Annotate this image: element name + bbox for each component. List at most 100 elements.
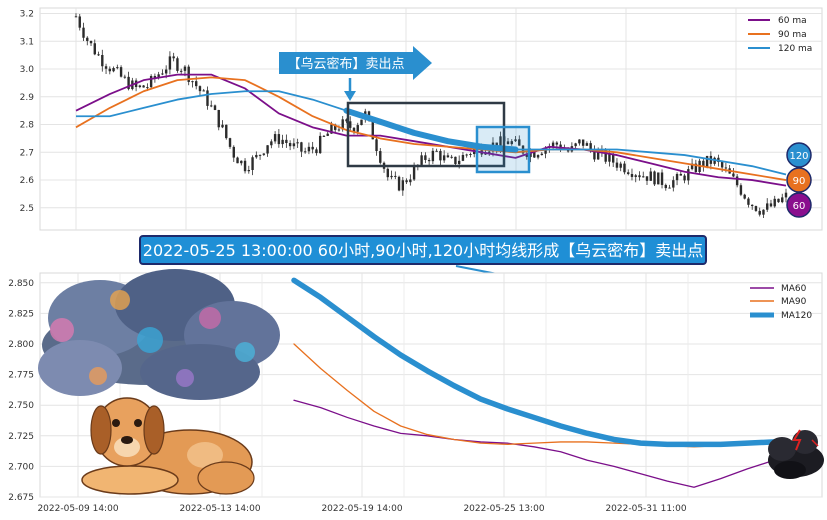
candle-body — [78, 16, 81, 28]
callout-label: 【乌云密布】卖出点 — [287, 56, 404, 72]
candle-body — [240, 160, 243, 164]
top-y-tick-label: 2.8 — [20, 121, 35, 131]
banner: 2022-05-25 13:00:00 60小时,90小时,120小时均线形成【… — [139, 235, 707, 284]
candle-body — [611, 154, 615, 163]
candle-body — [394, 175, 397, 177]
candle-body — [164, 69, 168, 74]
candle-body — [176, 58, 179, 71]
candle-body — [769, 203, 773, 207]
callout-pointer-head — [344, 91, 356, 101]
candle-body — [435, 150, 438, 152]
candle-body — [766, 203, 769, 210]
candle-body — [488, 151, 491, 154]
candle-body — [653, 171, 656, 185]
candle-body — [322, 135, 326, 137]
top-plot-frame — [39, 7, 823, 231]
candle-body — [461, 154, 465, 161]
candle-body — [506, 141, 510, 145]
ma120-signal-segment — [343, 107, 519, 153]
candle-body — [574, 143, 577, 147]
candle-body — [108, 68, 112, 72]
candle-body — [518, 139, 521, 146]
candle-body — [687, 169, 690, 181]
candle-body — [277, 134, 281, 145]
candle-body — [630, 174, 634, 177]
candle-body — [210, 105, 213, 107]
candle-body — [439, 150, 442, 161]
bottom-series-line-2 — [291, 277, 777, 448]
candle-body — [593, 149, 596, 160]
candle-body — [296, 142, 299, 144]
badge-60 — [786, 192, 812, 218]
candle-body — [638, 175, 641, 178]
top-y-tick-label: 2.5 — [20, 204, 34, 214]
bottom-x-axis: 2022-05-09 14:00 2022-05-13 14:00 2022-05-… — [37, 504, 686, 514]
candle-body — [679, 173, 683, 176]
candle-body — [247, 170, 251, 172]
candle-body — [191, 81, 194, 83]
candle-body — [608, 154, 611, 162]
candle-body — [743, 194, 746, 199]
candle-body — [424, 155, 427, 160]
candle-body — [720, 162, 724, 168]
top-gridlines — [40, 8, 822, 230]
candle-body — [266, 145, 269, 154]
candle-body — [469, 154, 472, 156]
dog-icon — [81, 397, 255, 495]
candle-body — [375, 139, 378, 152]
candle-body — [649, 171, 652, 181]
highlight-box — [475, 125, 531, 174]
legend-label-ma90: MA90 — [781, 297, 807, 307]
candle-body — [747, 198, 750, 205]
candle-body — [251, 157, 254, 171]
top-y-axis: 2.5 2.6 2.7 2.8 2.9 3.0 3.1 3.2 — [20, 10, 35, 214]
candle-body — [270, 141, 273, 146]
candle-body — [581, 139, 585, 146]
badge-90 — [786, 167, 812, 193]
candle-body — [352, 127, 356, 132]
candle-body — [345, 119, 348, 122]
badge-60-label: 60 — [793, 201, 806, 212]
candle-body — [450, 156, 453, 158]
ma-badges: 120 90 60 — [786, 142, 812, 218]
bottom-x-tick-label: 2022-05-19 14:00 — [321, 504, 402, 514]
candle-body — [675, 173, 679, 181]
candle-body — [168, 56, 172, 70]
candle-body — [157, 74, 160, 79]
candle-body — [405, 180, 408, 183]
candle-body — [349, 121, 352, 128]
candle-body — [412, 166, 416, 180]
dark-cloud-icon — [768, 429, 824, 479]
legend-label-ma60: MA60 — [781, 284, 807, 294]
banner-text: 2022-05-25 13:00:00 60小时,90小时,120小时均线形成【… — [143, 241, 703, 260]
top-series-line-1 — [75, 76, 787, 181]
badge-120 — [786, 142, 812, 168]
candle-body — [101, 54, 104, 67]
candle-body — [525, 153, 528, 157]
bottom-y-tick-label: 2.800 — [8, 340, 34, 350]
candle-body — [334, 124, 337, 130]
candle-body — [668, 187, 671, 189]
bottom-y-tick-label: 2.725 — [8, 432, 34, 442]
candle-body — [390, 175, 393, 178]
candle-body — [773, 198, 776, 207]
candle-body — [536, 155, 540, 158]
top-y-tick-label: 2.9 — [20, 93, 35, 103]
candle-body — [540, 153, 544, 156]
candle-body — [578, 139, 581, 144]
top-legend: 60 ma 90 ma 120 ma — [748, 16, 812, 54]
candle-body — [634, 175, 637, 177]
bottom-series-line-0 — [293, 399, 775, 488]
bottom-y-tick-label: 2.750 — [8, 401, 34, 411]
candle-body — [529, 151, 532, 157]
candle-body — [514, 139, 517, 142]
candle-body — [360, 119, 363, 126]
candle-body — [702, 160, 705, 167]
candle-body — [179, 70, 183, 72]
legend-label-120ma: 120 ma — [778, 44, 812, 54]
candle-body — [664, 184, 667, 189]
candle-body — [307, 146, 311, 152]
candle-body — [202, 90, 205, 92]
candle-body — [623, 163, 626, 173]
